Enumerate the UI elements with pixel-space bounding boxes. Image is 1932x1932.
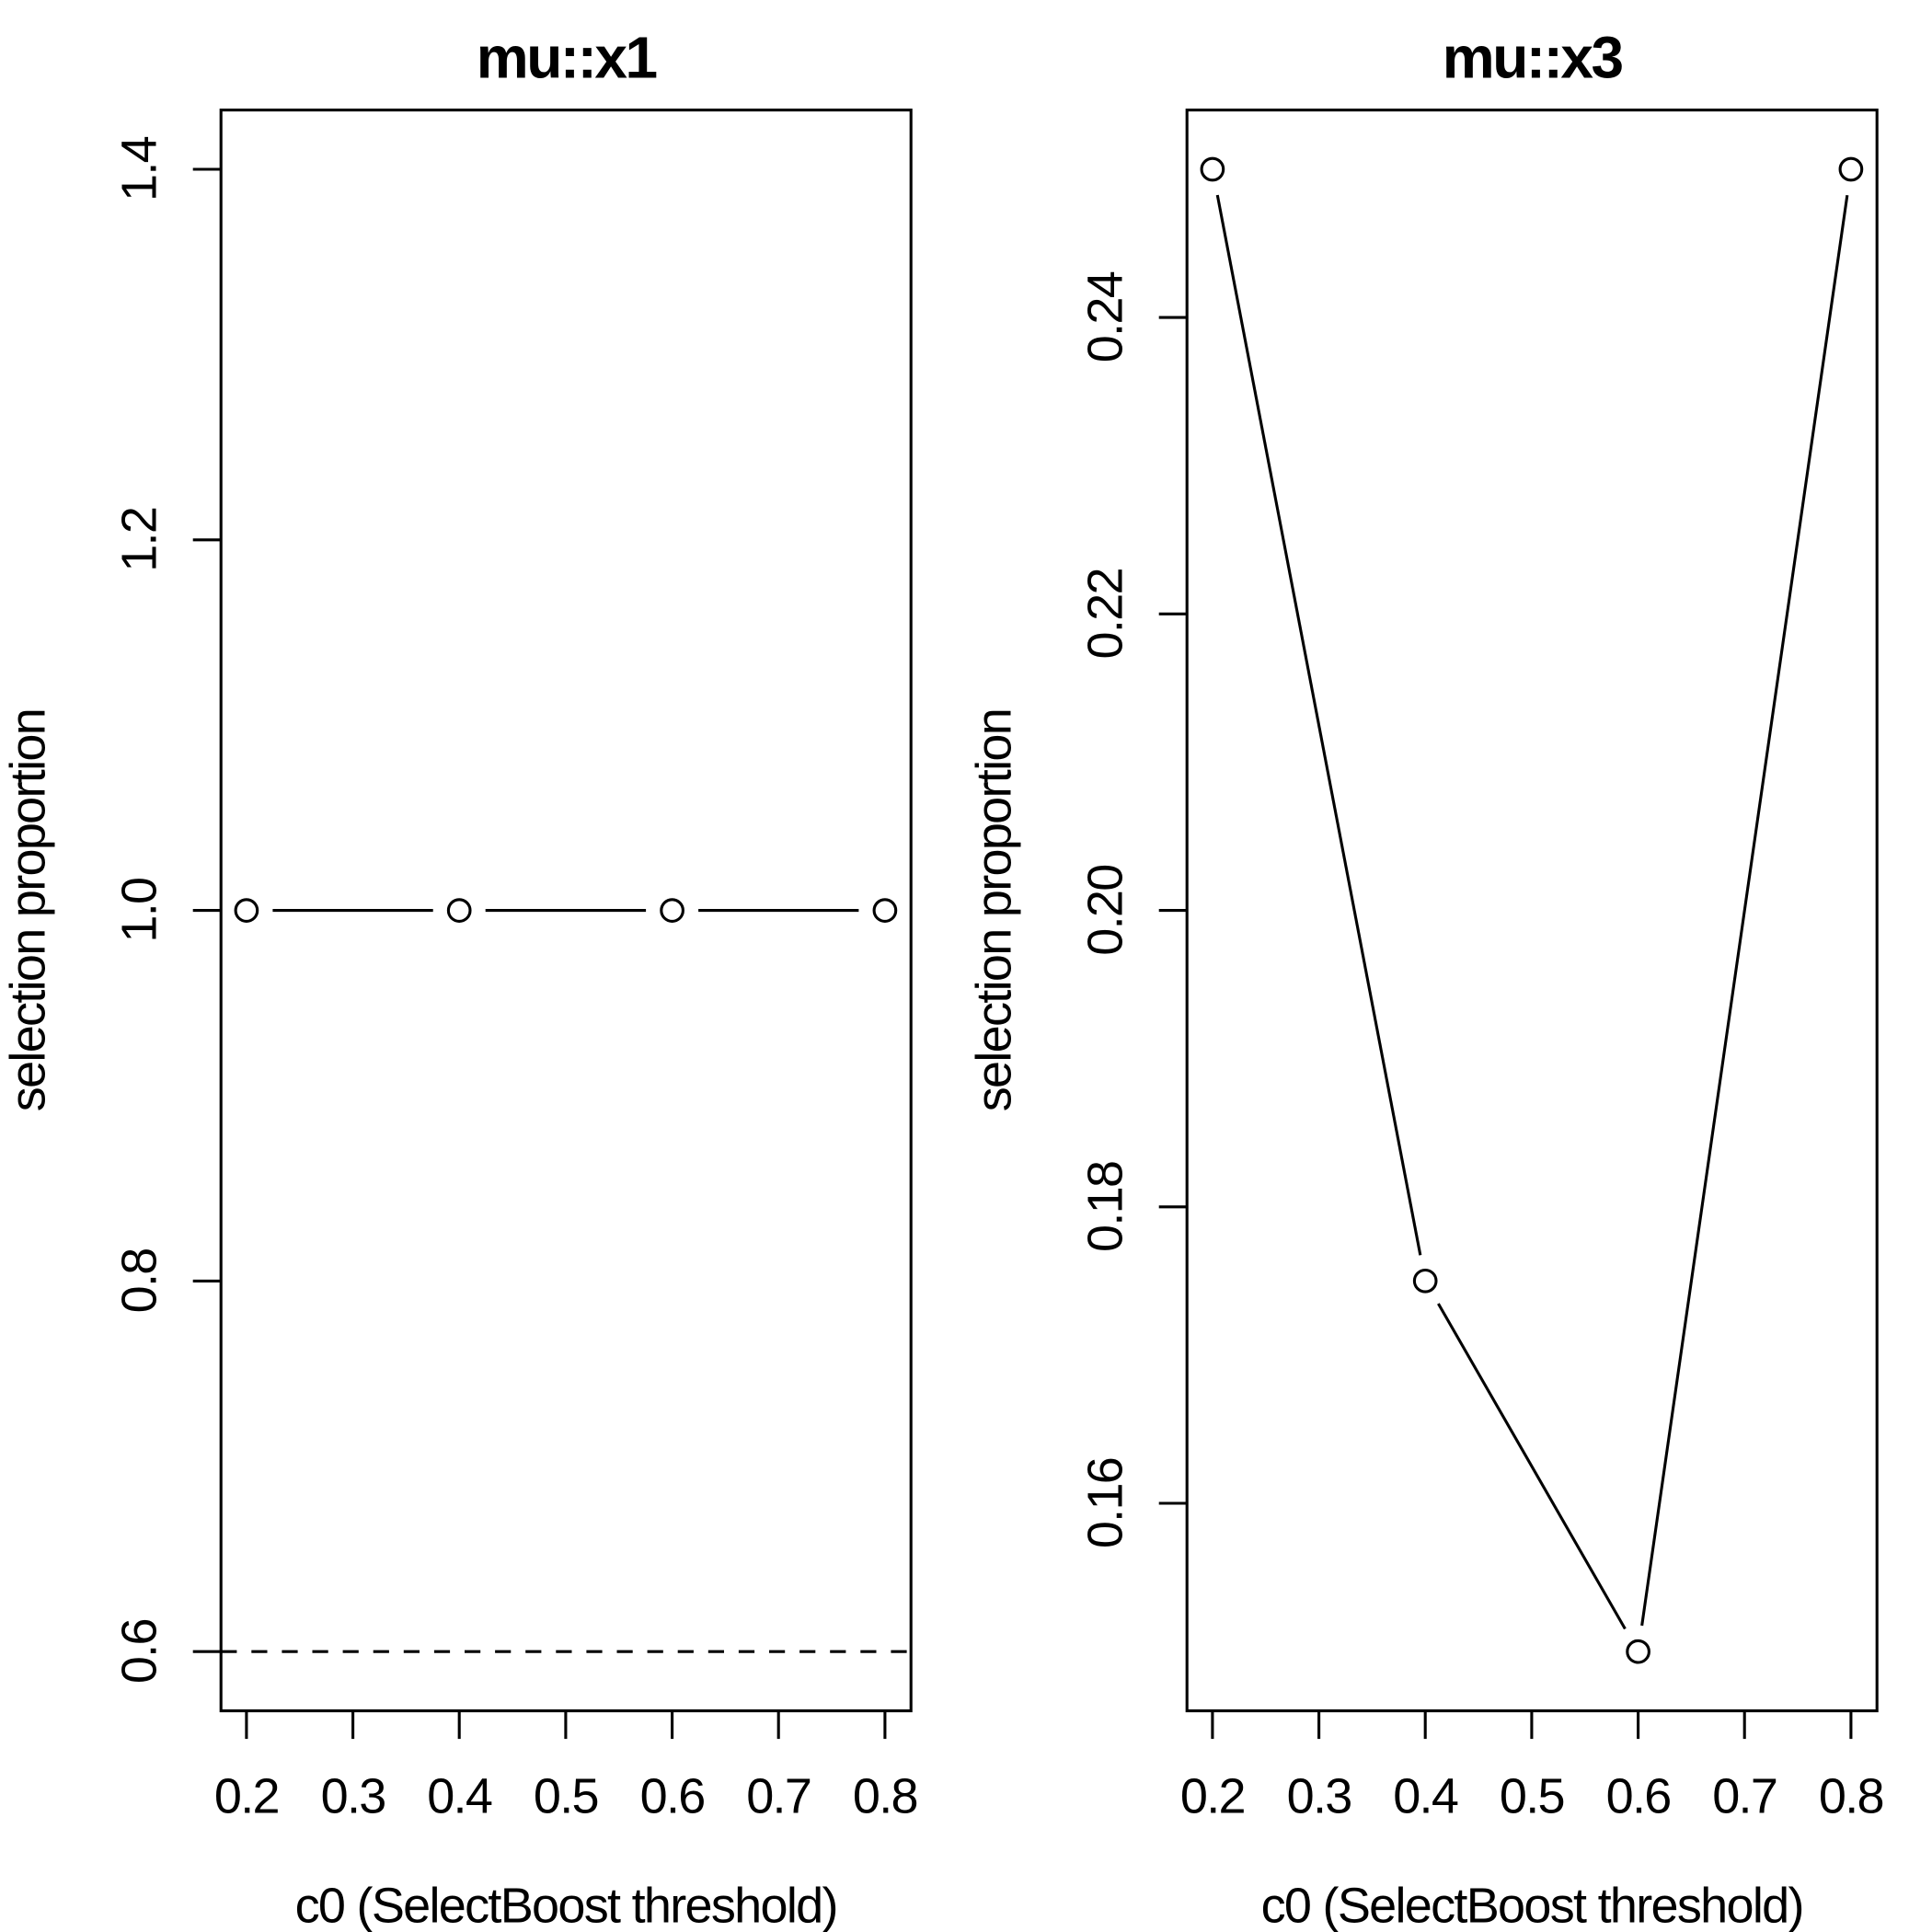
svg-text:0.7: 0.7 [1712, 1768, 1777, 1823]
svg-text:0.18: 0.18 [1078, 1162, 1133, 1252]
svg-text:0.16: 0.16 [1078, 1458, 1133, 1548]
svg-text:c0 (SelectBoost threshold): c0 (SelectBoost threshold) [1261, 1879, 1803, 1932]
svg-text:mu::x3: mu::x3 [1443, 25, 1623, 91]
svg-text:0.5: 0.5 [1500, 1768, 1564, 1823]
svg-text:0.6: 0.6 [112, 1619, 167, 1684]
svg-text:selection proportion: selection proportion [966, 709, 1021, 1111]
svg-text:0.8: 0.8 [112, 1248, 167, 1313]
svg-text:1.4: 1.4 [112, 136, 167, 201]
svg-text:c0 (SelectBoost threshold): c0 (SelectBoost threshold) [295, 1879, 837, 1932]
svg-text:0.7: 0.7 [746, 1768, 811, 1823]
svg-text:selection proportion: selection proportion [0, 709, 55, 1111]
svg-text:0.20: 0.20 [1078, 865, 1133, 955]
svg-text:0.24: 0.24 [1078, 271, 1133, 362]
svg-text:0.5: 0.5 [534, 1768, 598, 1823]
svg-text:0.4: 0.4 [1393, 1768, 1458, 1823]
svg-text:0.2: 0.2 [214, 1768, 279, 1823]
svg-text:0.4: 0.4 [427, 1768, 492, 1823]
svg-text:0.6: 0.6 [1606, 1768, 1671, 1823]
svg-text:0.8: 0.8 [1819, 1768, 1883, 1823]
svg-text:1.2: 1.2 [112, 508, 167, 572]
svg-text:0.6: 0.6 [640, 1768, 705, 1823]
svg-text:0.8: 0.8 [853, 1768, 917, 1823]
svg-text:0.22: 0.22 [1078, 569, 1133, 659]
svg-text:0.3: 0.3 [1287, 1768, 1351, 1823]
svg-text:0.2: 0.2 [1180, 1768, 1245, 1823]
svg-text:1.0: 1.0 [112, 879, 167, 943]
svg-text:0.3: 0.3 [321, 1768, 385, 1823]
svg-text:mu::x1: mu::x1 [477, 25, 657, 91]
